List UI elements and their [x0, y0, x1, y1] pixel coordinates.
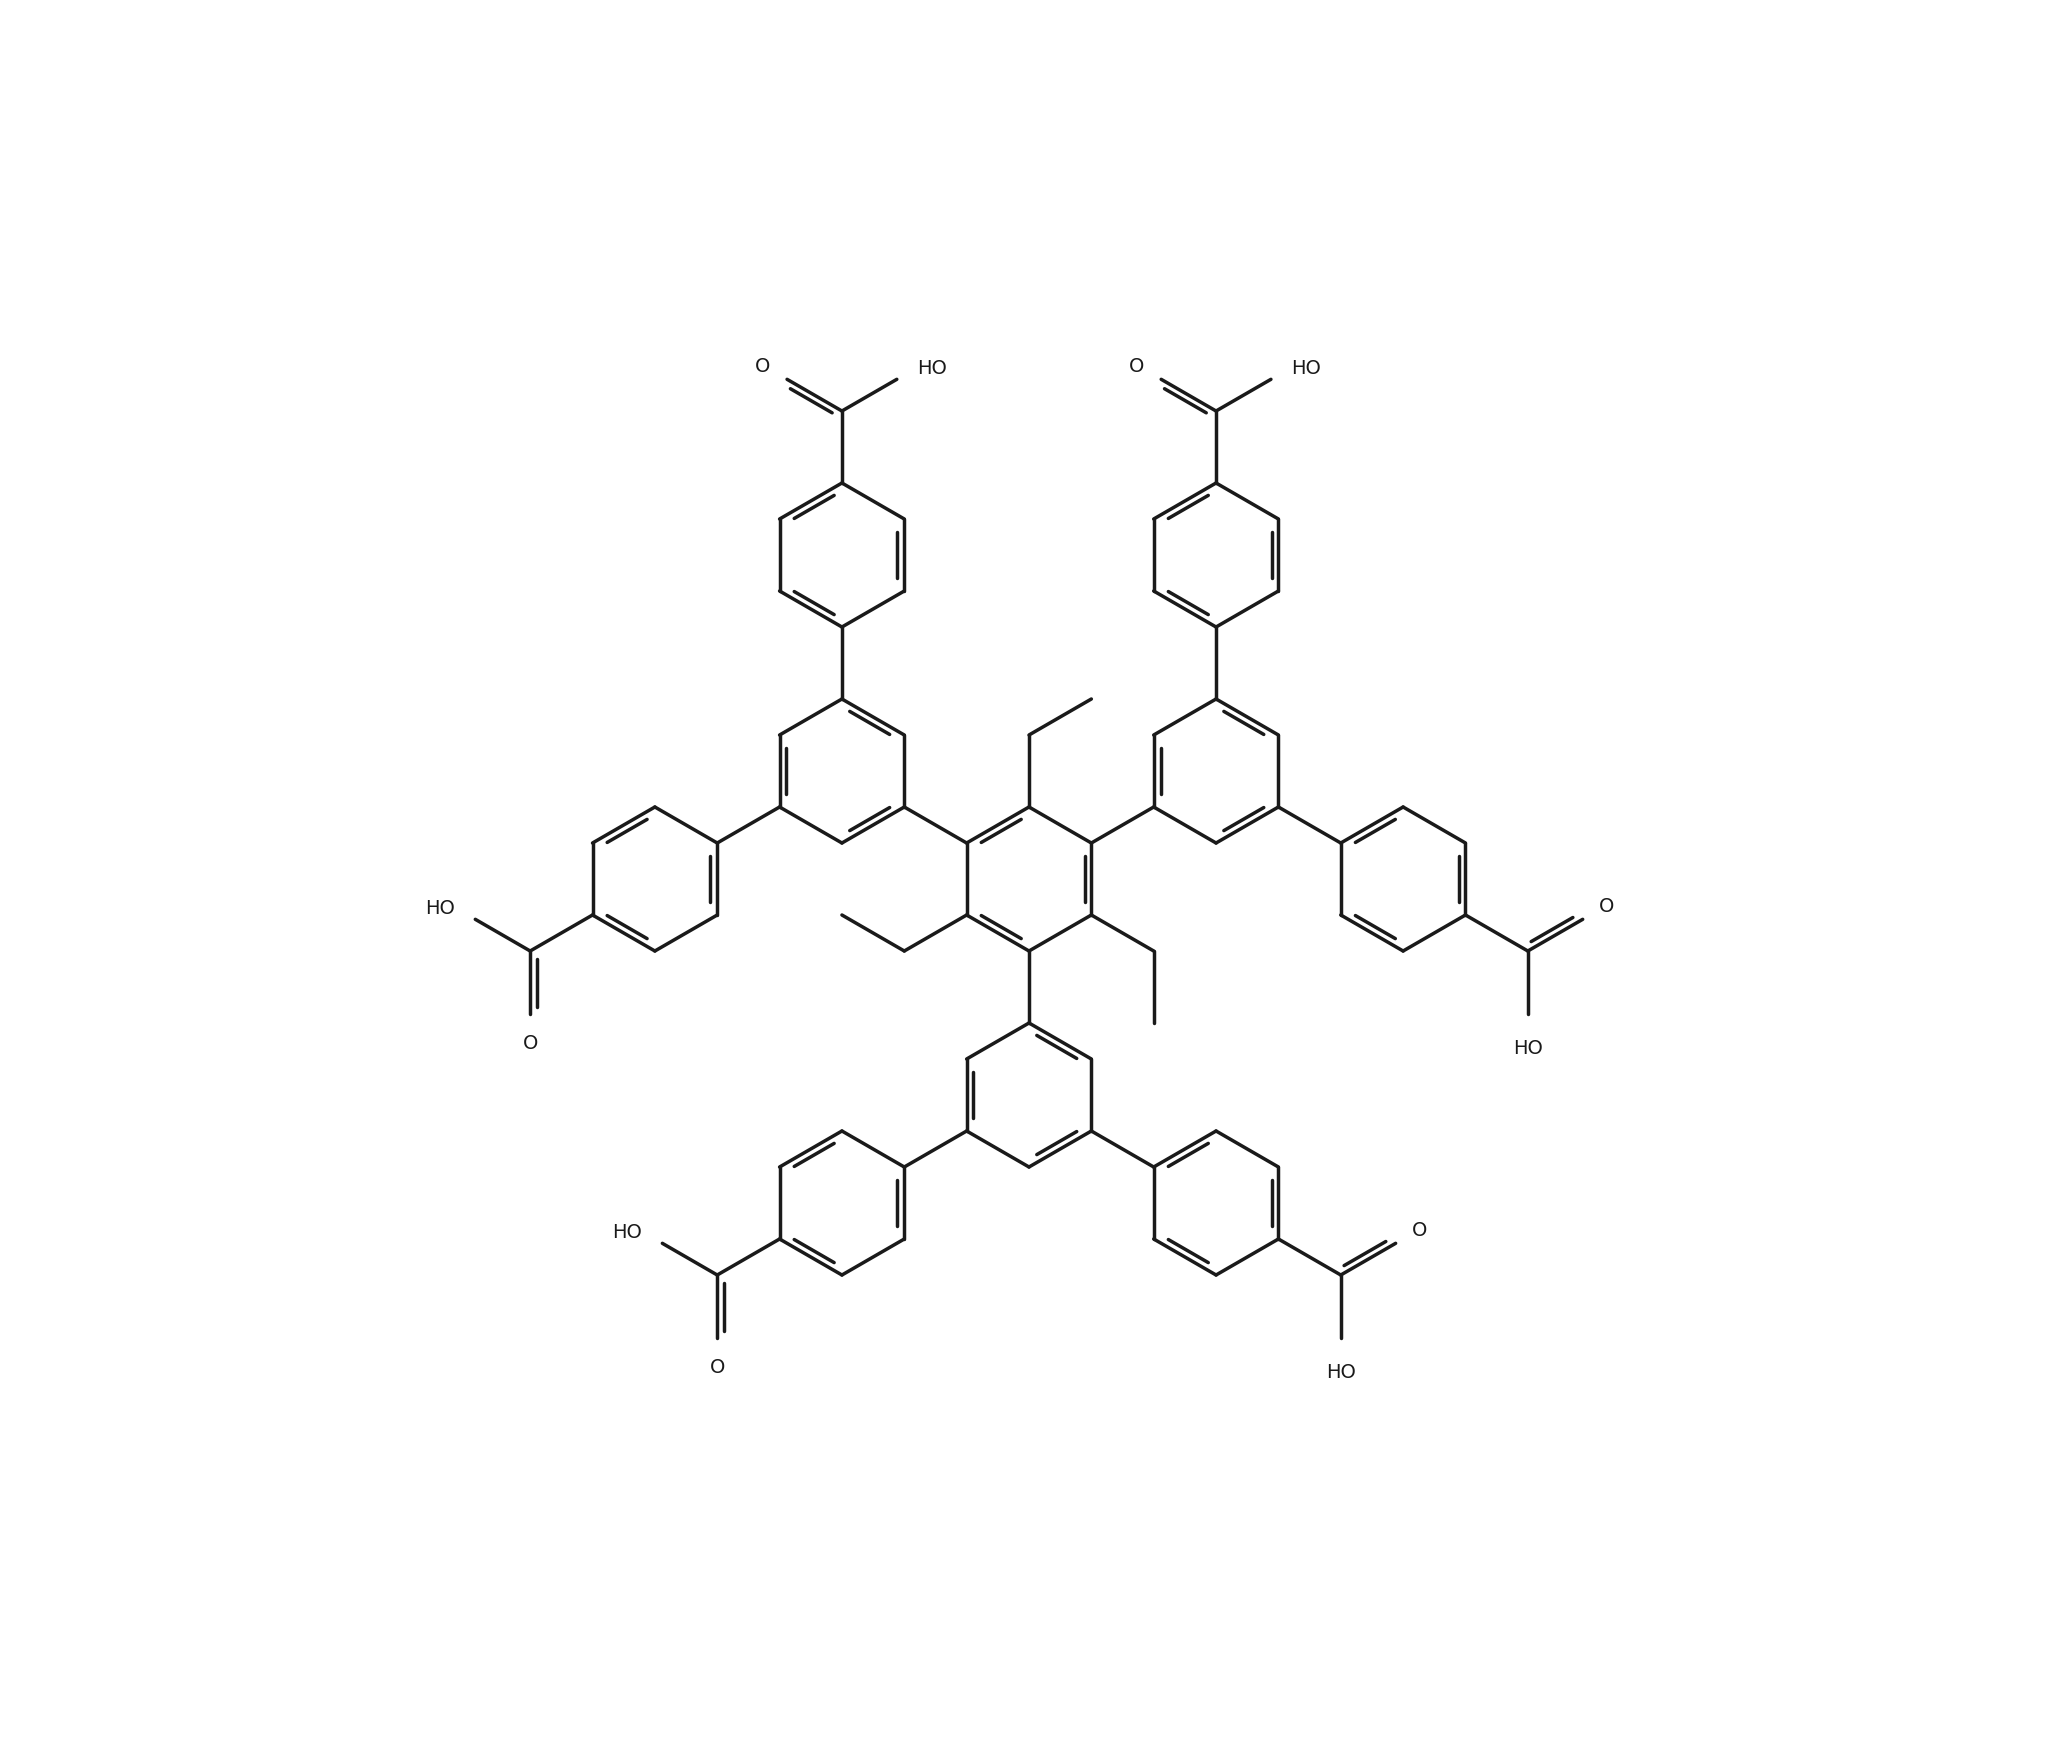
Text: O: O [1599, 896, 1616, 915]
Text: O: O [1130, 356, 1144, 376]
Text: O: O [710, 1356, 724, 1376]
Text: O: O [755, 356, 770, 376]
Text: HO: HO [1325, 1362, 1356, 1381]
Text: HO: HO [1292, 358, 1321, 377]
Text: O: O [1412, 1221, 1428, 1240]
Text: HO: HO [918, 358, 947, 377]
Text: O: O [523, 1033, 537, 1052]
Text: HO: HO [424, 899, 455, 918]
Text: HO: HO [611, 1223, 642, 1242]
Text: HO: HO [1513, 1038, 1544, 1057]
